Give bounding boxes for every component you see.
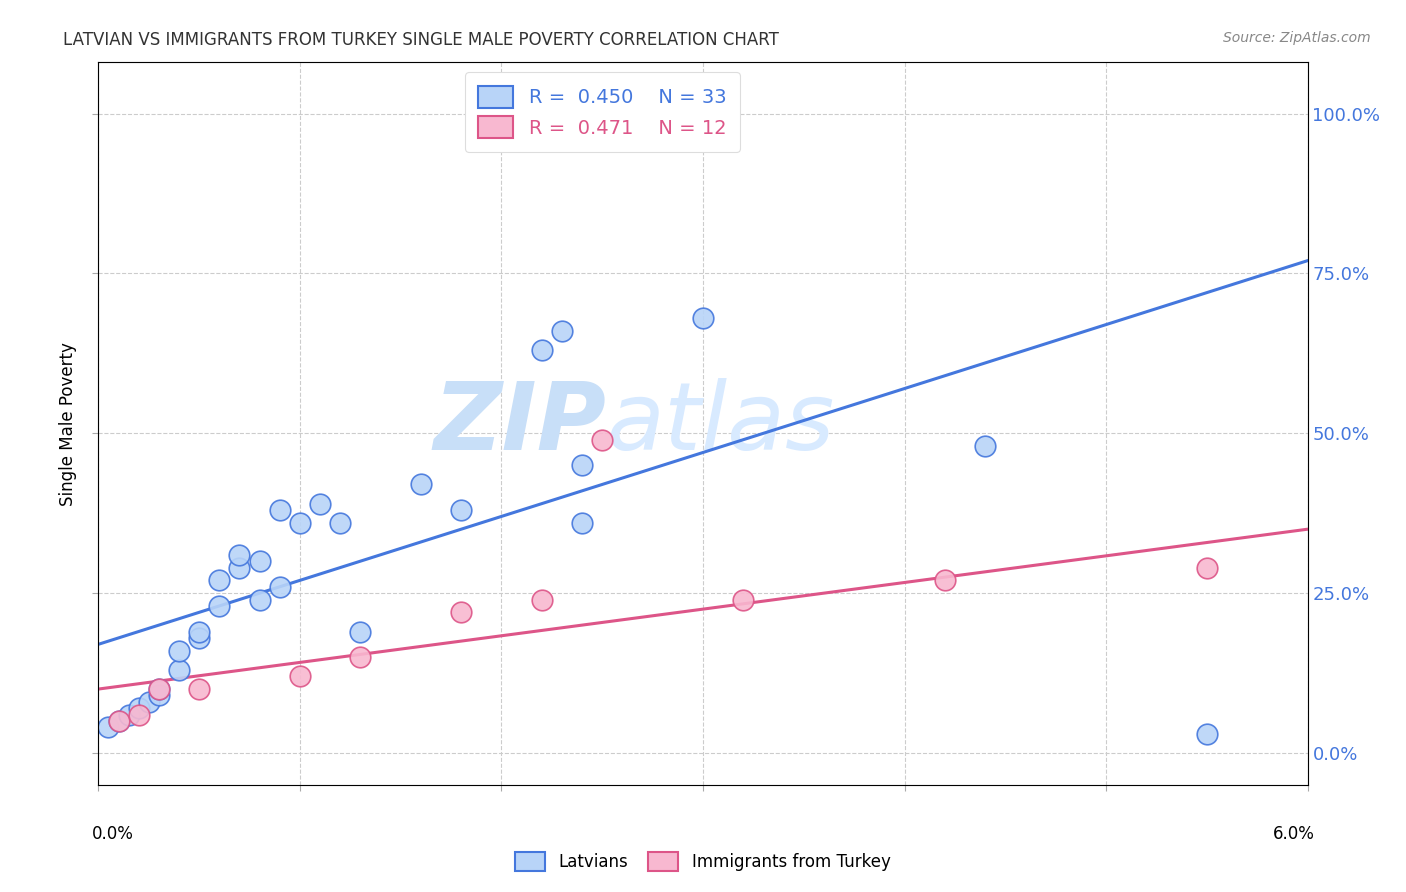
Point — [249, 554, 271, 568]
Point — [167, 663, 190, 677]
Point — [228, 548, 250, 562]
Point — [349, 624, 371, 639]
Point — [288, 669, 311, 683]
Point — [974, 439, 997, 453]
Point — [148, 681, 170, 696]
Point — [409, 477, 432, 491]
Point — [450, 503, 472, 517]
Point — [349, 650, 371, 665]
Point — [208, 599, 231, 613]
Point — [329, 516, 352, 530]
Legend: R =  0.450    N = 33, R =  0.471    N = 12: R = 0.450 N = 33, R = 0.471 N = 12 — [465, 72, 740, 152]
Text: ZIP: ZIP — [433, 377, 606, 470]
Point — [571, 516, 593, 530]
Point — [733, 592, 755, 607]
Point — [591, 433, 613, 447]
Point — [309, 497, 332, 511]
Point — [551, 324, 574, 338]
Point — [288, 516, 311, 530]
Point — [450, 605, 472, 619]
Point — [128, 701, 150, 715]
Point — [148, 689, 170, 703]
Point — [934, 574, 956, 588]
Point — [208, 574, 231, 588]
Point — [188, 631, 211, 645]
Y-axis label: Single Male Poverty: Single Male Poverty — [59, 342, 77, 506]
Point — [269, 503, 291, 517]
Point — [530, 343, 553, 358]
Point — [167, 643, 190, 657]
Point — [107, 714, 129, 728]
Text: Source: ZipAtlas.com: Source: ZipAtlas.com — [1223, 31, 1371, 45]
Point — [249, 592, 271, 607]
Text: LATVIAN VS IMMIGRANTS FROM TURKEY SINGLE MALE POVERTY CORRELATION CHART: LATVIAN VS IMMIGRANTS FROM TURKEY SINGLE… — [63, 31, 779, 49]
Text: atlas: atlas — [606, 378, 835, 469]
Point — [188, 624, 211, 639]
Point — [118, 707, 141, 722]
Point — [269, 580, 291, 594]
Legend: Latvians, Immigrants from Turkey: Latvians, Immigrants from Turkey — [508, 843, 898, 880]
Text: 6.0%: 6.0% — [1272, 825, 1315, 843]
Point — [711, 106, 734, 120]
Text: 0.0%: 0.0% — [91, 825, 134, 843]
Point — [138, 695, 160, 709]
Point — [97, 720, 120, 734]
Point — [571, 458, 593, 473]
Point — [530, 592, 553, 607]
Point — [148, 681, 170, 696]
Point — [188, 681, 211, 696]
Point — [692, 311, 714, 326]
Point — [107, 714, 129, 728]
Point — [1195, 560, 1218, 574]
Point — [228, 560, 250, 574]
Point — [128, 707, 150, 722]
Point — [1195, 727, 1218, 741]
